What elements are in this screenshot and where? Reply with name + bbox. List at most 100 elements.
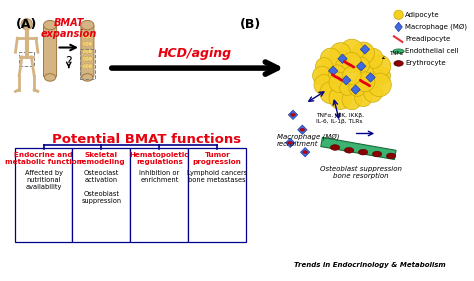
Polygon shape [298,125,307,134]
Ellipse shape [393,49,404,54]
Circle shape [21,19,32,30]
Polygon shape [285,138,295,148]
Bar [80,49,95,79]
Circle shape [85,64,90,69]
Text: Endocrine and
metabolic function: Endocrine and metabolic function [5,152,82,165]
Circle shape [355,89,372,107]
Circle shape [364,83,383,102]
Text: Adipocyte: Adipocyte [405,12,440,18]
Text: (A): (A) [16,18,37,31]
Ellipse shape [345,148,354,153]
Circle shape [329,72,349,92]
Circle shape [85,34,90,39]
Ellipse shape [300,128,305,131]
Bar [19,52,34,66]
Ellipse shape [291,114,295,116]
Text: Macrophage (MØ)
recruitment: Macrophage (MØ) recruitment [277,133,339,147]
Polygon shape [351,85,360,94]
Circle shape [88,34,92,39]
Circle shape [88,49,92,54]
Circle shape [349,79,366,96]
FancyBboxPatch shape [44,25,56,78]
Text: Macrophage (MØ): Macrophage (MØ) [405,24,467,30]
Polygon shape [338,54,347,64]
Text: Endothelial cell: Endothelial cell [405,48,459,54]
Circle shape [85,56,90,61]
Text: Lymphoid cancers
bone metastases: Lymphoid cancers bone metastases [187,170,247,183]
Circle shape [316,58,333,75]
Circle shape [82,34,87,39]
Text: Potential BMAT functions: Potential BMAT functions [52,133,241,146]
Circle shape [82,42,87,46]
Circle shape [329,87,352,109]
Circle shape [320,82,342,104]
Ellipse shape [358,149,368,155]
Circle shape [352,42,374,64]
Polygon shape [356,62,366,71]
Ellipse shape [386,153,396,159]
Text: ?: ? [65,55,72,68]
Circle shape [368,73,392,97]
Ellipse shape [330,145,340,150]
Circle shape [368,55,391,78]
Circle shape [340,81,355,95]
Text: Tumor
progression: Tumor progression [193,152,242,165]
Ellipse shape [303,151,308,154]
Text: (B): (B) [240,18,261,31]
Circle shape [82,64,87,69]
Text: Preadipocyte: Preadipocyte [405,36,450,42]
Text: Hematopoietic
regulations: Hematopoietic regulations [129,152,189,165]
Circle shape [328,65,346,82]
Polygon shape [328,66,338,76]
Text: TNFα, JNK, IKKβ,
IL-6, IL-1β, TLRs: TNFα, JNK, IKKβ, IL-6, IL-1β, TLRs [316,113,365,124]
Text: Affected by
nutritional
availability: Affected by nutritional availability [25,170,63,190]
Ellipse shape [44,21,56,30]
Circle shape [394,10,403,19]
Circle shape [340,39,364,63]
Text: Skeletal
remodeling: Skeletal remodeling [78,152,125,165]
Circle shape [355,72,375,92]
Circle shape [312,66,331,85]
Circle shape [88,64,92,69]
Circle shape [82,49,87,54]
Text: BMAT
expansion: BMAT expansion [41,18,97,39]
Circle shape [85,49,90,54]
Circle shape [353,57,369,74]
Circle shape [359,66,374,80]
Circle shape [85,41,90,46]
Circle shape [335,59,348,72]
Circle shape [330,43,351,64]
Text: Osteoblast suppression
bone resorption: Osteoblast suppression bone resorption [320,166,402,180]
Circle shape [320,48,341,69]
Circle shape [342,90,362,110]
Circle shape [88,42,92,46]
Ellipse shape [373,151,382,157]
Ellipse shape [81,21,94,30]
Circle shape [373,67,391,84]
Polygon shape [301,148,310,157]
Text: Inhibition or
enrichment: Inhibition or enrichment [139,170,180,183]
Polygon shape [288,110,298,119]
Circle shape [82,56,87,61]
Text: TNFα: TNFα [383,51,403,59]
Polygon shape [395,22,402,32]
Text: Trends in Endocrinology & Metabolism: Trends in Endocrinology & Metabolism [294,262,445,268]
Circle shape [343,66,361,85]
Text: Erythrocyte: Erythrocyte [405,60,446,66]
FancyBboxPatch shape [73,148,130,242]
Circle shape [341,53,362,72]
Polygon shape [342,76,351,85]
Ellipse shape [288,141,292,144]
FancyBboxPatch shape [130,148,188,242]
Ellipse shape [82,74,93,81]
FancyBboxPatch shape [188,148,246,242]
Ellipse shape [394,61,403,66]
Polygon shape [321,137,396,160]
Circle shape [314,74,335,95]
Polygon shape [366,73,375,82]
FancyBboxPatch shape [15,148,73,242]
FancyBboxPatch shape [81,25,94,78]
Text: HCD/aging: HCD/aging [158,47,232,60]
Polygon shape [360,45,370,54]
Circle shape [88,56,92,61]
